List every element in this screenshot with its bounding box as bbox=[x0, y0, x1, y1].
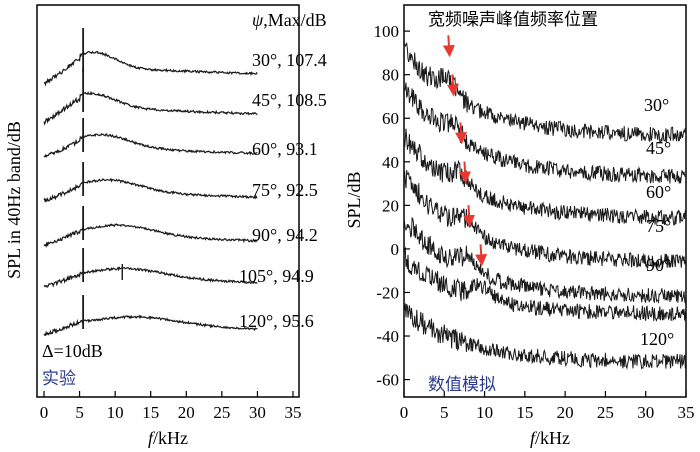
peak-arrow-90deg bbox=[463, 205, 476, 228]
left-series-labels: 30°, 107.4 45°, 108.5 60°, 93.1 75°, 92.5 90… bbox=[239, 50, 327, 331]
left-series-label: 105°, 94.9 bbox=[239, 266, 314, 286]
right-y-axis-label: SPL/dB bbox=[344, 171, 364, 228]
left-curves bbox=[43, 28, 258, 337]
left-caption-experiment: 实验 bbox=[42, 369, 76, 389]
right-x-axis-label: f/kHz bbox=[530, 428, 570, 448]
peak-arrow-45deg bbox=[446, 74, 459, 97]
right-plot-frame bbox=[403, 4, 687, 398]
left-series-label: 120°, 95.6 bbox=[239, 311, 314, 331]
right-y-tick-label: -60 bbox=[376, 371, 399, 390]
right-y-tick-label: 20 bbox=[382, 196, 399, 215]
right-series-label-90deg: 90° bbox=[646, 255, 671, 275]
left-x-axis: 0 5 10 15 20 25 30 35 bbox=[40, 391, 302, 422]
left-x-tick-label: 30 bbox=[249, 403, 266, 422]
left-x-tick-label: 20 bbox=[178, 403, 195, 422]
right-y-tick-label: 40 bbox=[382, 153, 399, 172]
right-series-90deg-line bbox=[403, 216, 687, 304]
right-x-tick-label: 10 bbox=[476, 403, 493, 422]
right-series-30deg-line bbox=[403, 41, 687, 143]
right-series-labels: 30° 45° 60° 75° 90° 120° bbox=[640, 95, 674, 349]
left-series-45deg-line bbox=[43, 90, 258, 126]
left-series-label: 45°, 108.5 bbox=[252, 90, 327, 110]
right-x-tick-label: 20 bbox=[557, 403, 574, 422]
right-y-tick-label: -40 bbox=[376, 327, 399, 346]
right-x-tick-label: 0 bbox=[400, 403, 409, 422]
right-y-tick-label: 100 bbox=[374, 22, 400, 41]
left-series-label: 30°, 107.4 bbox=[252, 50, 327, 70]
right-series-120deg-line bbox=[403, 303, 687, 370]
right-series-45deg-line bbox=[403, 82, 687, 185]
peak-arrow-75deg bbox=[459, 161, 472, 184]
left-x-tick-label: 10 bbox=[107, 403, 124, 422]
right-y-tick-label: 60 bbox=[382, 109, 399, 128]
right-chart-title: 宽频噪声峰值频率位置 bbox=[428, 10, 598, 30]
right-x-tick-label: 5 bbox=[440, 403, 449, 422]
left-x-tick-label: 5 bbox=[75, 403, 84, 422]
right-x-tick-label: 15 bbox=[516, 403, 533, 422]
right-series-label-45deg: 45° bbox=[646, 138, 671, 158]
right-curves bbox=[403, 41, 687, 370]
left-series-30deg-line bbox=[43, 50, 258, 87]
right-series-label-120deg: 120° bbox=[640, 329, 674, 349]
right-x-tick-label: 25 bbox=[597, 403, 614, 422]
right-series-60deg-line bbox=[403, 128, 687, 226]
left-x-tick-label: 15 bbox=[142, 403, 159, 422]
left-series-60deg-line bbox=[43, 133, 258, 159]
peak-arrow-105deg bbox=[475, 244, 488, 267]
right-y-tick-label: -20 bbox=[376, 283, 399, 302]
left-series-label: 60°, 93.1 bbox=[252, 139, 318, 159]
right-y-tick-label: 0 bbox=[391, 240, 400, 259]
left-series-75deg-line bbox=[43, 177, 258, 203]
peak-arrow-30deg bbox=[442, 35, 455, 58]
left-plot-frame bbox=[36, 4, 300, 398]
left-series-label: 90°, 94.2 bbox=[252, 225, 318, 245]
left-x-axis-label: f/kHz bbox=[148, 428, 188, 448]
right-peak-arrows bbox=[442, 35, 488, 267]
right-y-axis: 100 80 60 40 20 0 -20 -40 -60 bbox=[374, 22, 410, 390]
right-y-tick-label: 80 bbox=[382, 66, 399, 85]
right-caption-simulation: 数值模拟 bbox=[428, 375, 496, 395]
right-panel-simulation: 0 5 10 15 20 25 30 35 100 80 60 40 20 0 -20 -40 -60 30°… bbox=[344, 4, 695, 448]
left-series-90deg-line bbox=[43, 223, 258, 248]
right-x-axis: 0 5 10 15 20 25 30 35 bbox=[400, 391, 695, 422]
peak-arrow-60deg bbox=[455, 122, 468, 145]
right-series-label-75deg: 75° bbox=[646, 216, 671, 236]
left-x-tick-label: 25 bbox=[213, 403, 230, 422]
left-series-105deg-line bbox=[43, 266, 258, 288]
left-series-120deg-line bbox=[43, 314, 258, 337]
right-series-label-60deg: 60° bbox=[646, 182, 671, 202]
right-series-75deg-line bbox=[403, 170, 687, 269]
right-x-tick-label: 30 bbox=[637, 403, 654, 422]
right-x-tick-label: 35 bbox=[678, 403, 695, 422]
left-legend-header: ψ,Max/dB bbox=[252, 10, 327, 30]
left-x-tick-label: 35 bbox=[285, 403, 302, 422]
left-series-label: 75°, 92.5 bbox=[252, 180, 318, 200]
scale-note: Δ=10dB bbox=[42, 341, 103, 361]
right-series-label-30deg: 30° bbox=[644, 95, 669, 115]
right-series-105deg-line bbox=[403, 246, 687, 322]
left-panel-experiment: 0 5 10 15 20 25 30 35 SPL in 40Hz band/dB f/kHz… bbox=[4, 4, 327, 448]
left-x-tick-label: 0 bbox=[40, 403, 49, 422]
left-y-axis-label: SPL in 40Hz band/dB bbox=[4, 121, 24, 279]
